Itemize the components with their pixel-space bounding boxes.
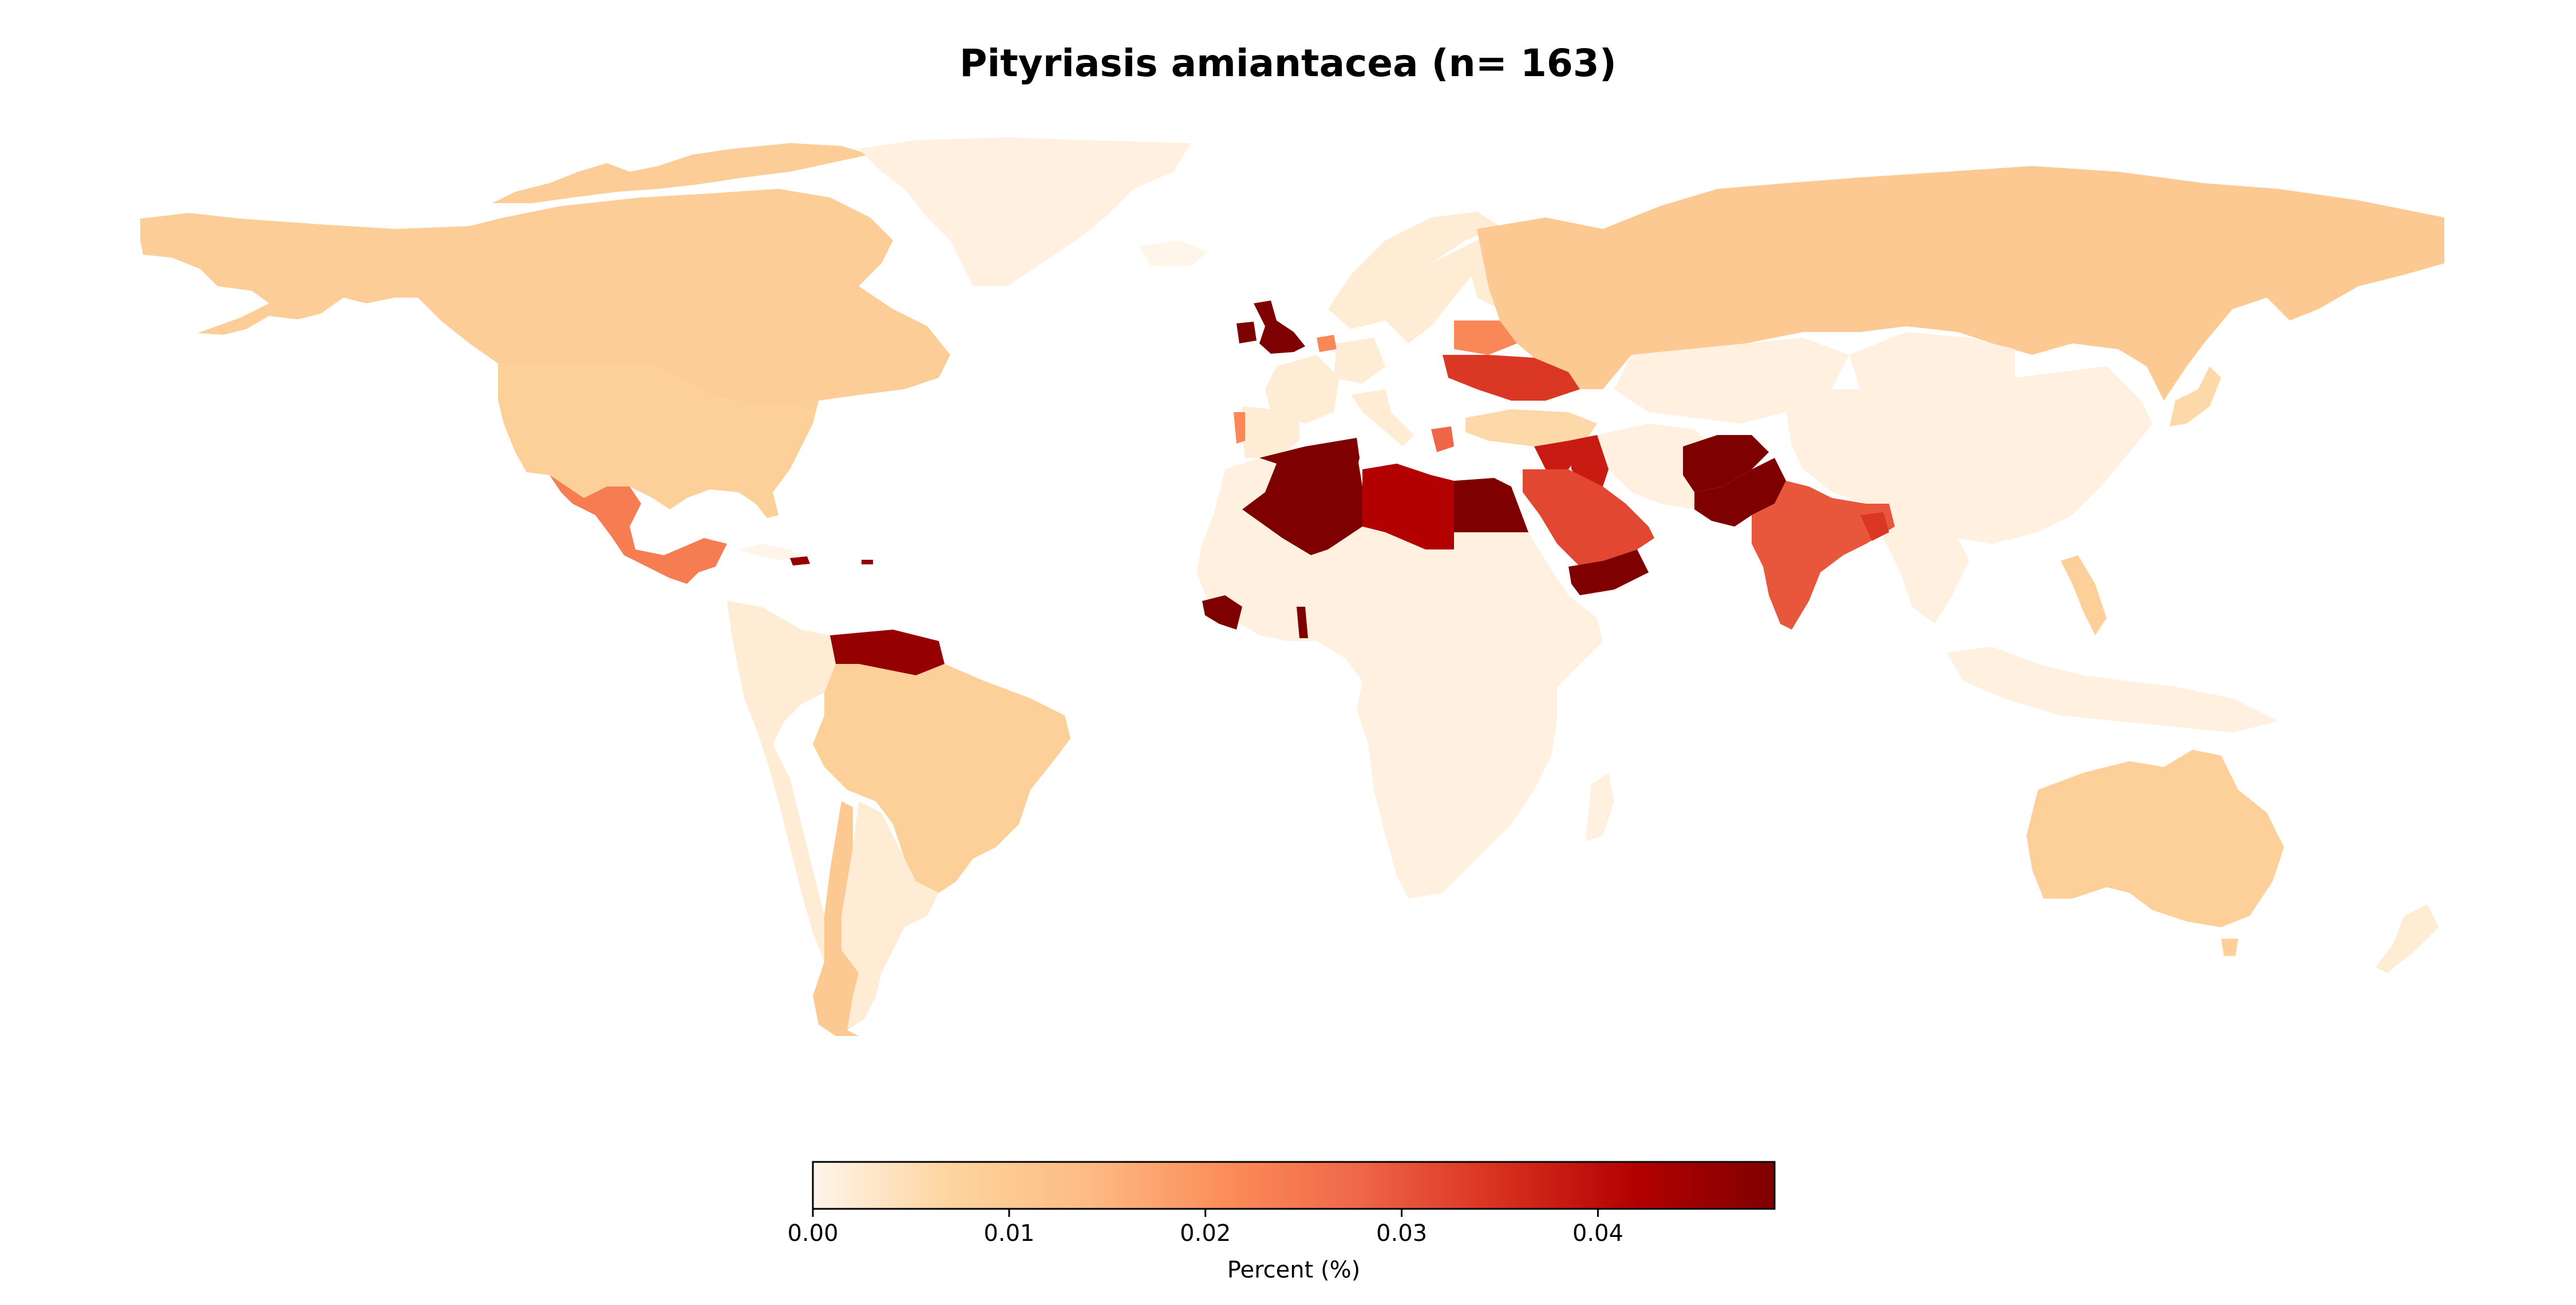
region-mongolia bbox=[1849, 332, 2015, 395]
region-united-kingdom bbox=[1254, 300, 1305, 354]
region-portugal bbox=[1234, 412, 1245, 444]
colorbar-tick-label: 0.03 bbox=[1376, 1220, 1427, 1247]
region-norway bbox=[1328, 212, 1500, 329]
region-southeast-asia bbox=[1883, 504, 1969, 624]
region-canada-islands bbox=[492, 143, 870, 203]
region-dominican-republic bbox=[790, 556, 810, 566]
region-japan bbox=[2170, 366, 2221, 426]
region-tunisia bbox=[1340, 438, 1360, 469]
region-brazil bbox=[813, 664, 1070, 893]
region-puerto-rico bbox=[862, 560, 873, 564]
region-argentina bbox=[841, 801, 939, 1030]
region-ghana bbox=[1297, 607, 1308, 638]
region-yemen bbox=[1568, 549, 1649, 595]
region-ireland bbox=[1236, 322, 1257, 343]
region-iceland bbox=[1139, 240, 1208, 266]
region-spain bbox=[1242, 406, 1299, 458]
region-saudi-arabia bbox=[1523, 469, 1654, 567]
region-bangladesh bbox=[1860, 512, 1889, 541]
colorbar-tick-label: 0.00 bbox=[787, 1220, 838, 1247]
colorbar-label: Percent (%) bbox=[1227, 1257, 1360, 1283]
region-sierra-leone bbox=[1202, 595, 1242, 630]
region-egypt bbox=[1454, 478, 1528, 532]
region-new-zealand bbox=[2376, 904, 2439, 973]
region-italy bbox=[1351, 389, 1414, 446]
colorbar-tick-label: 0.04 bbox=[1573, 1220, 1623, 1247]
region-syria bbox=[1534, 441, 1580, 469]
region-alaska bbox=[140, 213, 395, 335]
region-algeria bbox=[1242, 441, 1362, 555]
region-chile bbox=[813, 801, 859, 1036]
region-united-states bbox=[498, 363, 819, 518]
chart-title: Pityriasis amiantacea (n= 163) bbox=[959, 41, 1617, 85]
region-germany bbox=[1334, 338, 1385, 383]
region-morocco bbox=[1214, 458, 1277, 515]
region-russia bbox=[1477, 166, 2444, 401]
region-kazakhstan bbox=[1614, 338, 1849, 424]
region-colombia bbox=[727, 601, 859, 996]
region-africa bbox=[1196, 509, 1603, 899]
region-france bbox=[1265, 355, 1340, 424]
region-ukraine bbox=[1443, 355, 1580, 401]
colorbar-bar bbox=[812, 1161, 1776, 1210]
region-greece bbox=[1431, 426, 1454, 452]
colorbar: 0.00 0.01 0.02 0.03 0.04 Percent (%) bbox=[787, 1161, 1776, 1283]
region-madagascar bbox=[1586, 773, 1614, 841]
region-mexico bbox=[550, 475, 727, 584]
region-greenland bbox=[859, 137, 1191, 286]
region-afghanistan bbox=[1683, 435, 1769, 492]
region-australia bbox=[2026, 750, 2284, 927]
colorbar-tick-label: 0.02 bbox=[1180, 1220, 1231, 1247]
region-tasmania bbox=[2221, 939, 2238, 956]
colorbar-tick-label: 0.01 bbox=[983, 1220, 1034, 1247]
region-canada bbox=[395, 189, 950, 406]
region-china bbox=[1786, 366, 2152, 544]
region-turkey bbox=[1465, 409, 1597, 446]
region-indonesia bbox=[1946, 647, 2278, 733]
region-belarus bbox=[1454, 321, 1517, 355]
region-libya bbox=[1362, 464, 1454, 549]
region-india bbox=[1752, 481, 1895, 630]
region-sweden bbox=[1385, 246, 1477, 343]
region-cuba bbox=[738, 544, 807, 560]
region-philippines bbox=[2061, 555, 2107, 635]
region-netherlands bbox=[1317, 335, 1337, 352]
